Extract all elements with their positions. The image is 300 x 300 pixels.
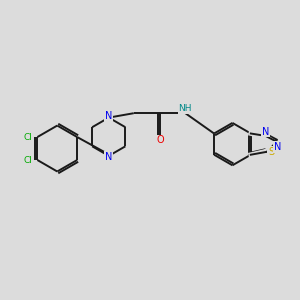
Text: O: O	[157, 135, 164, 145]
Text: N: N	[262, 127, 269, 137]
Text: Cl: Cl	[23, 133, 32, 142]
Text: S: S	[268, 147, 274, 157]
Text: Cl: Cl	[23, 155, 32, 164]
Text: NH: NH	[178, 104, 192, 113]
Text: N: N	[105, 111, 112, 122]
Text: N: N	[274, 142, 281, 152]
Text: N: N	[105, 152, 112, 162]
